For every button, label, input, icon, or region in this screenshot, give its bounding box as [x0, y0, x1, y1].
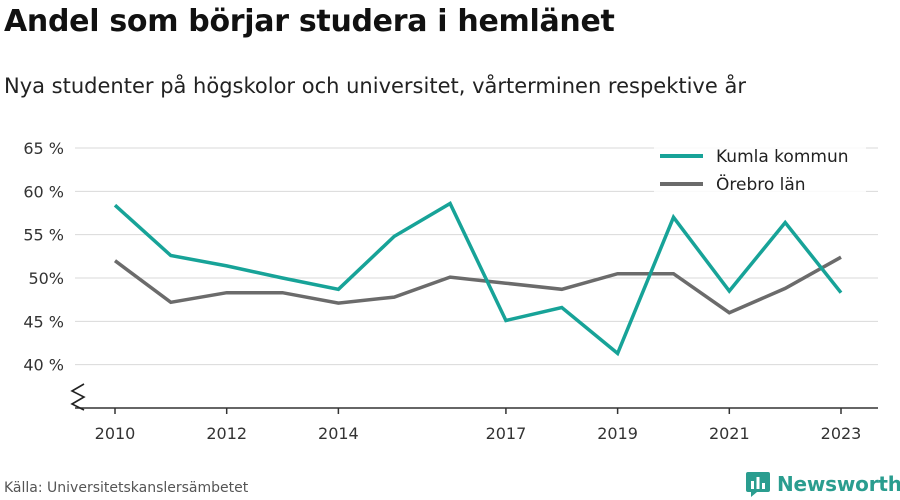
- y-tick-label: 40 %: [23, 356, 64, 375]
- brand-name: Newsworthy: [777, 472, 900, 496]
- chart-title: Andel som börjar studera i hemlänet: [4, 4, 615, 39]
- series-line-orebro-lan: [113, 255, 842, 315]
- series-lines: [113, 201, 843, 357]
- legend-label: Kumla kommun: [716, 147, 849, 167]
- x-axis-ticks: 2010 2012 2014 2017 2019 2021 2023: [95, 408, 862, 443]
- brand-logo: Newsworthy: [745, 469, 900, 499]
- x-tick-label: 2017: [486, 424, 527, 443]
- y-tick-label: 65 %: [23, 139, 64, 158]
- axis-break-icon: [70, 383, 86, 411]
- x-tick-label: 2010: [95, 424, 136, 443]
- x-tick-label: 2021: [709, 424, 750, 443]
- series-line-kumla-kommun: [113, 201, 843, 357]
- newsworthy-logo-icon: [746, 472, 770, 497]
- chart-subtitle: Nya studenter på högskolor och universit…: [4, 74, 746, 98]
- x-tick-label: 2023: [821, 424, 862, 443]
- y-axis-ticks: 40 % 45 % 50% 55 % 60 % 65 %: [23, 139, 64, 375]
- y-tick-label: 45 %: [23, 312, 64, 331]
- y-tick-label: 60 %: [23, 182, 64, 201]
- source-note: Källa: Universitetskanslersämbetet: [4, 480, 249, 496]
- legend-background: [654, 138, 866, 196]
- x-tick-label: 2014: [318, 424, 359, 443]
- x-tick-label: 2012: [206, 424, 247, 443]
- line-chart: 40 % 45 % 50% 55 % 60 % 65 % 2010 2012 2014 2017…: [23, 138, 878, 443]
- x-axis: [70, 383, 878, 411]
- legend-label: Örebro län: [716, 173, 806, 195]
- y-tick-label: 55 %: [23, 226, 64, 245]
- x-tick-label: 2019: [597, 424, 638, 443]
- y-tick-label: 50%: [28, 269, 64, 288]
- legend: Kumla kommun Örebro län: [654, 138, 866, 196]
